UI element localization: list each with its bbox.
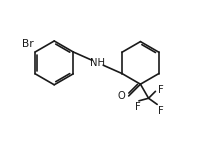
Text: O: O xyxy=(117,91,125,101)
Text: F: F xyxy=(158,106,164,116)
Text: F: F xyxy=(135,102,140,112)
Text: F: F xyxy=(158,85,164,95)
Text: Br: Br xyxy=(22,39,34,49)
Text: NH: NH xyxy=(90,58,105,68)
